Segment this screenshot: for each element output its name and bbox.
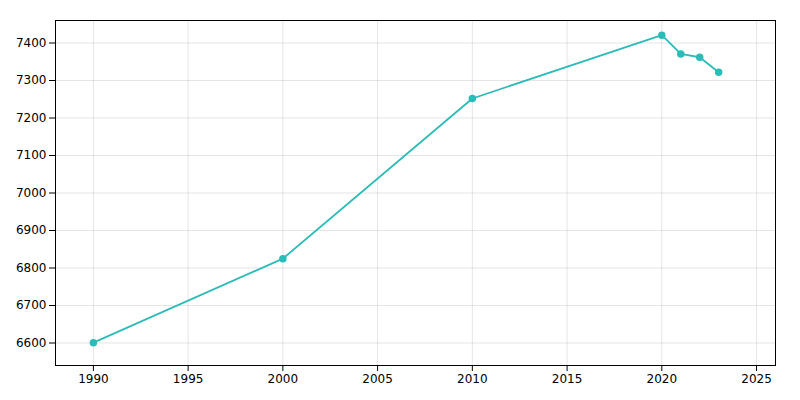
svg-text:2015: 2015 [552, 372, 583, 386]
svg-text:6600: 6600 [16, 336, 47, 350]
svg-text:7400: 7400 [16, 36, 47, 50]
svg-text:2000: 2000 [268, 372, 299, 386]
svg-text:7000: 7000 [16, 186, 47, 200]
svg-text:1990: 1990 [78, 372, 109, 386]
svg-text:7200: 7200 [16, 111, 47, 125]
svg-text:7100: 7100 [16, 148, 47, 162]
svg-text:2025: 2025 [741, 372, 772, 386]
svg-text:2020: 2020 [647, 372, 678, 386]
svg-text:7300: 7300 [16, 73, 47, 87]
svg-text:6700: 6700 [16, 298, 47, 312]
svg-text:2005: 2005 [362, 372, 393, 386]
svg-text:1995: 1995 [173, 372, 204, 386]
svg-text:6800: 6800 [16, 261, 47, 275]
svg-text:6900: 6900 [16, 223, 47, 237]
svg-text:2010: 2010 [457, 372, 488, 386]
